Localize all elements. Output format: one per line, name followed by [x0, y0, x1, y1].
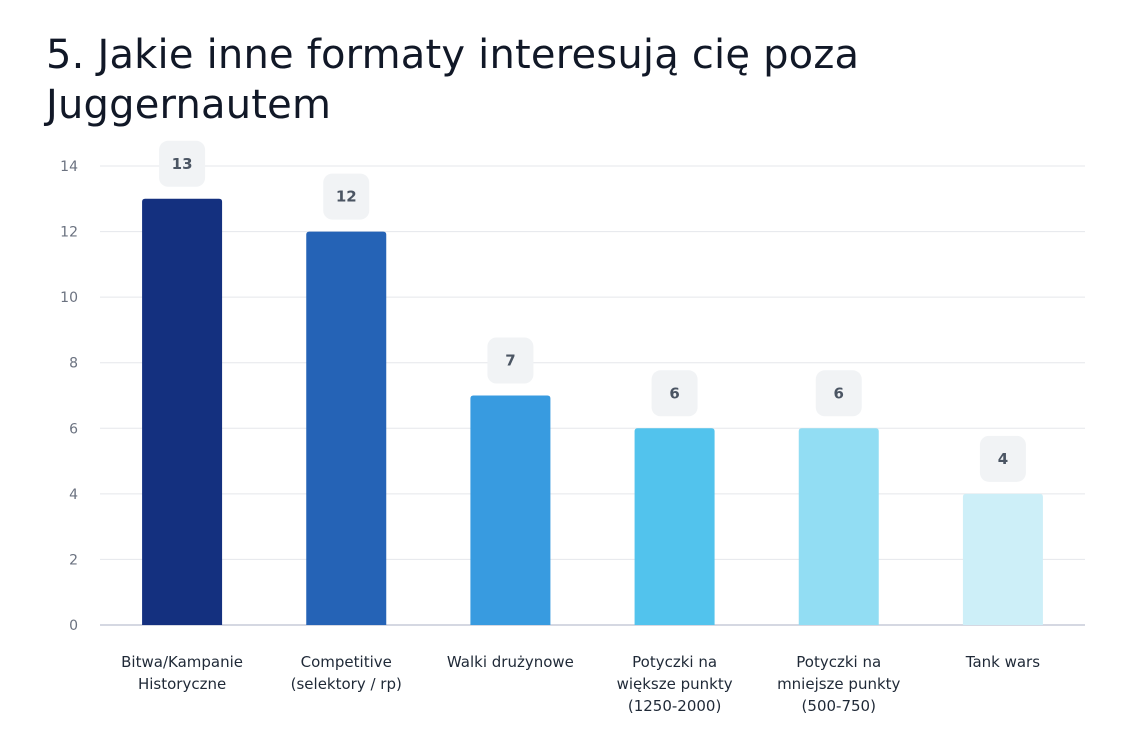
value-label: 12: [336, 188, 357, 206]
value-label-badge: [487, 337, 534, 384]
y-tick-label: 6: [69, 421, 78, 437]
y-tick-label: 2: [69, 552, 78, 568]
x-tick-label: Tank wars: [965, 653, 1040, 671]
x-tick-label: Bitwa/Kampanie: [121, 653, 243, 671]
x-tick-label: Potyczki na: [632, 653, 717, 671]
bar: [962, 493, 1043, 625]
bar: [634, 428, 715, 625]
x-tick-label: (selektory / rp): [291, 675, 402, 693]
chart-title: 5. Jakie inne formaty interesują cię poz…: [46, 32, 860, 128]
bar: [470, 395, 551, 625]
value-label-badge: [815, 370, 862, 417]
x-tick-label: (500-750): [802, 697, 876, 715]
value-label: 4: [998, 450, 1008, 468]
value-label-badge: [979, 435, 1026, 482]
value-label: 13: [172, 155, 193, 173]
value-label-badge: [651, 370, 698, 417]
value-label: 6: [669, 384, 679, 402]
y-axis-ticks: 0 2 4 6 8 10 12 14: [60, 159, 78, 634]
value-label: 7: [505, 352, 515, 370]
bar: [798, 428, 879, 625]
x-tick-label: Competitive: [301, 653, 392, 671]
y-tick-label: 8: [69, 356, 78, 372]
value-label-badge: [159, 140, 206, 187]
x-tick-label: większe punkty: [617, 675, 733, 693]
bar: [306, 231, 387, 626]
x-tick-label: (1250-2000): [628, 697, 721, 715]
x-axis-labels: Bitwa/Kampanie Historyczne Competitive (sel…: [121, 653, 1040, 715]
x-tick-label: mniejsze punkty: [777, 675, 900, 693]
y-tick-label: 4: [69, 487, 78, 503]
x-tick-label: Walki drużynowe: [447, 653, 574, 671]
gridlines: [100, 165, 1085, 626]
bar: [142, 198, 223, 626]
value-label-badge: [323, 173, 370, 220]
x-tick-label: Potyczki na: [796, 653, 881, 671]
y-tick-label: 0: [69, 618, 78, 634]
bars: [142, 198, 1043, 626]
x-tick-label: Historyczne: [138, 675, 226, 693]
value-label: 6: [834, 384, 844, 402]
y-tick-label: 14: [60, 159, 78, 175]
y-tick-label: 12: [60, 225, 78, 241]
value-labels: 13 12 7 6 6 4: [159, 140, 1026, 482]
y-tick-label: 10: [60, 290, 78, 306]
